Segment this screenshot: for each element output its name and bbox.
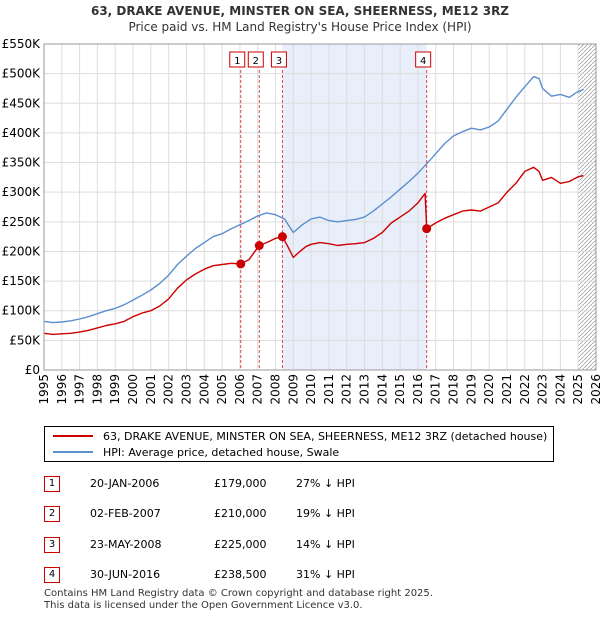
x-tick-label: 1998 bbox=[90, 374, 104, 405]
sale-hpi-diff: 31% ↓ HPI bbox=[296, 568, 355, 581]
y-tick-label: £250K bbox=[2, 215, 42, 229]
sale-point bbox=[277, 232, 287, 242]
chart-title: 63, DRAKE AVENUE, MINSTER ON SEA, SHEERN… bbox=[91, 4, 509, 18]
x-tick-label: 2018 bbox=[447, 374, 461, 405]
x-tick-label: 2019 bbox=[464, 374, 478, 405]
x-tick-label: 2006 bbox=[233, 374, 247, 405]
price-chart: 63, DRAKE AVENUE, MINSTER ON SEA, SHEERN… bbox=[2, 4, 600, 405]
x-tick-label: 2002 bbox=[162, 374, 176, 405]
x-tick-label: 2012 bbox=[340, 374, 354, 405]
x-tick-label: 2017 bbox=[429, 374, 443, 405]
x-tick-label: 2001 bbox=[144, 374, 158, 405]
y-tick-label: £150K bbox=[2, 274, 42, 288]
x-tick-label: 1997 bbox=[73, 374, 87, 405]
sale-number-badge: 3 bbox=[44, 537, 60, 553]
x-tick-label: 2016 bbox=[411, 374, 425, 405]
y-tick-label: £200K bbox=[2, 244, 42, 258]
x-tick-label: 2020 bbox=[482, 374, 496, 405]
x-tick-label: 2025 bbox=[571, 374, 585, 405]
legend: 63, DRAKE AVENUE, MINSTER ON SEA, SHEERN… bbox=[44, 426, 554, 462]
sale-badge bbox=[270, 51, 287, 68]
sale-date: 23-MAY-2008 bbox=[90, 538, 162, 551]
x-tick-label: 2007 bbox=[251, 374, 265, 405]
footer-copyright: Contains HM Land Registry data © Crown c… bbox=[44, 588, 433, 599]
x-tick-label: 2005 bbox=[215, 374, 229, 405]
sale-price: £225,000 bbox=[214, 538, 267, 551]
x-tick-label: 2011 bbox=[322, 374, 336, 405]
x-tick-label: 2010 bbox=[304, 374, 318, 405]
x-tick-label: 2003 bbox=[179, 374, 193, 405]
sale-row: 4 30-JUN-2016 £238,500 31% ↓ HPI bbox=[44, 567, 444, 583]
y-tick-label: £0 bbox=[25, 363, 40, 377]
legend-swatch-blue bbox=[53, 451, 93, 453]
x-tick-label: 2000 bbox=[126, 374, 140, 405]
x-tick-label: 2026 bbox=[589, 374, 600, 405]
x-tick-label: 2022 bbox=[518, 374, 532, 405]
legend-item-property: 63, DRAKE AVENUE, MINSTER ON SEA, SHEERN… bbox=[53, 428, 547, 444]
sale-price: £179,000 bbox=[214, 477, 267, 490]
x-tick-label: 2021 bbox=[500, 374, 514, 405]
legend-label-hpi: HPI: Average price, detached house, Swal… bbox=[103, 445, 340, 459]
sale-point bbox=[422, 224, 432, 234]
x-tick-label: 2009 bbox=[286, 374, 300, 405]
sale-row: 2 02-FEB-2007 £210,000 19% ↓ HPI bbox=[44, 506, 444, 522]
plot-frame bbox=[43, 43, 597, 371]
sale-badge bbox=[229, 51, 246, 68]
legend-swatch-red bbox=[53, 435, 93, 437]
x-tick-label: 2015 bbox=[393, 374, 407, 405]
y-tick-label: £350K bbox=[2, 156, 42, 170]
sale-price: £210,000 bbox=[214, 507, 267, 520]
sale-date: 30-JUN-2016 bbox=[90, 568, 161, 581]
y-tick-label: £550K bbox=[2, 37, 42, 51]
x-tick-label: 2024 bbox=[553, 374, 567, 405]
sale-number-badge: 1 bbox=[44, 476, 60, 492]
sale-point bbox=[254, 241, 264, 251]
y-tick-label: £450K bbox=[2, 96, 42, 110]
shaded-period bbox=[282, 44, 427, 370]
x-tick-label: 1995 bbox=[37, 374, 51, 405]
legend-label-property: 63, DRAKE AVENUE, MINSTER ON SEA, SHEERN… bbox=[103, 429, 548, 443]
sale-date: 20-JAN-2006 bbox=[90, 477, 160, 490]
sale-badge-label: 2 bbox=[253, 56, 259, 67]
sale-row: 3 23-MAY-2008 £225,000 14% ↓ HPI bbox=[44, 537, 444, 553]
x-tick-label: 2004 bbox=[197, 374, 211, 405]
y-tick-label: £300K bbox=[2, 185, 42, 199]
x-tick-label: 1999 bbox=[108, 374, 122, 405]
footer-licence: This data is licensed under the Open Gov… bbox=[44, 600, 363, 611]
forecast-hatch bbox=[578, 44, 596, 370]
x-tick-label: 2013 bbox=[358, 374, 372, 405]
sale-badge bbox=[415, 51, 432, 68]
sale-badge bbox=[247, 51, 264, 68]
x-tick-label: 2014 bbox=[375, 374, 389, 405]
x-tick-label: 2008 bbox=[268, 374, 282, 405]
sale-point bbox=[236, 259, 246, 269]
footer: Contains HM Land Registry data © Crown c… bbox=[44, 588, 433, 612]
sale-badge-label: 1 bbox=[234, 56, 240, 67]
x-tick-label: 2023 bbox=[536, 374, 550, 405]
y-tick-label: £50K bbox=[9, 333, 41, 347]
legend-item-hpi: HPI: Average price, detached house, Swal… bbox=[53, 444, 339, 460]
y-tick-label: £500K bbox=[2, 67, 42, 81]
sale-hpi-diff: 27% ↓ HPI bbox=[296, 477, 355, 490]
sale-badge-label: 4 bbox=[420, 56, 426, 67]
sale-price: £238,500 bbox=[214, 568, 267, 581]
property-price-line bbox=[43, 166, 584, 336]
sale-badge-label: 3 bbox=[276, 56, 282, 67]
hpi-line bbox=[43, 75, 584, 324]
sale-date: 02-FEB-2007 bbox=[90, 507, 161, 520]
sale-row: 1 20-JAN-2006 £179,000 27% ↓ HPI bbox=[44, 476, 444, 492]
chart-subtitle: Price paid vs. HM Land Registry's House … bbox=[128, 20, 471, 34]
y-tick-label: £100K bbox=[2, 304, 42, 318]
sale-number-badge: 2 bbox=[44, 506, 60, 522]
x-tick-label: 1996 bbox=[55, 374, 69, 405]
sale-number-badge: 4 bbox=[44, 567, 60, 583]
y-tick-label: £400K bbox=[2, 126, 42, 140]
sale-hpi-diff: 19% ↓ HPI bbox=[296, 507, 355, 520]
sale-hpi-diff: 14% ↓ HPI bbox=[296, 538, 355, 551]
